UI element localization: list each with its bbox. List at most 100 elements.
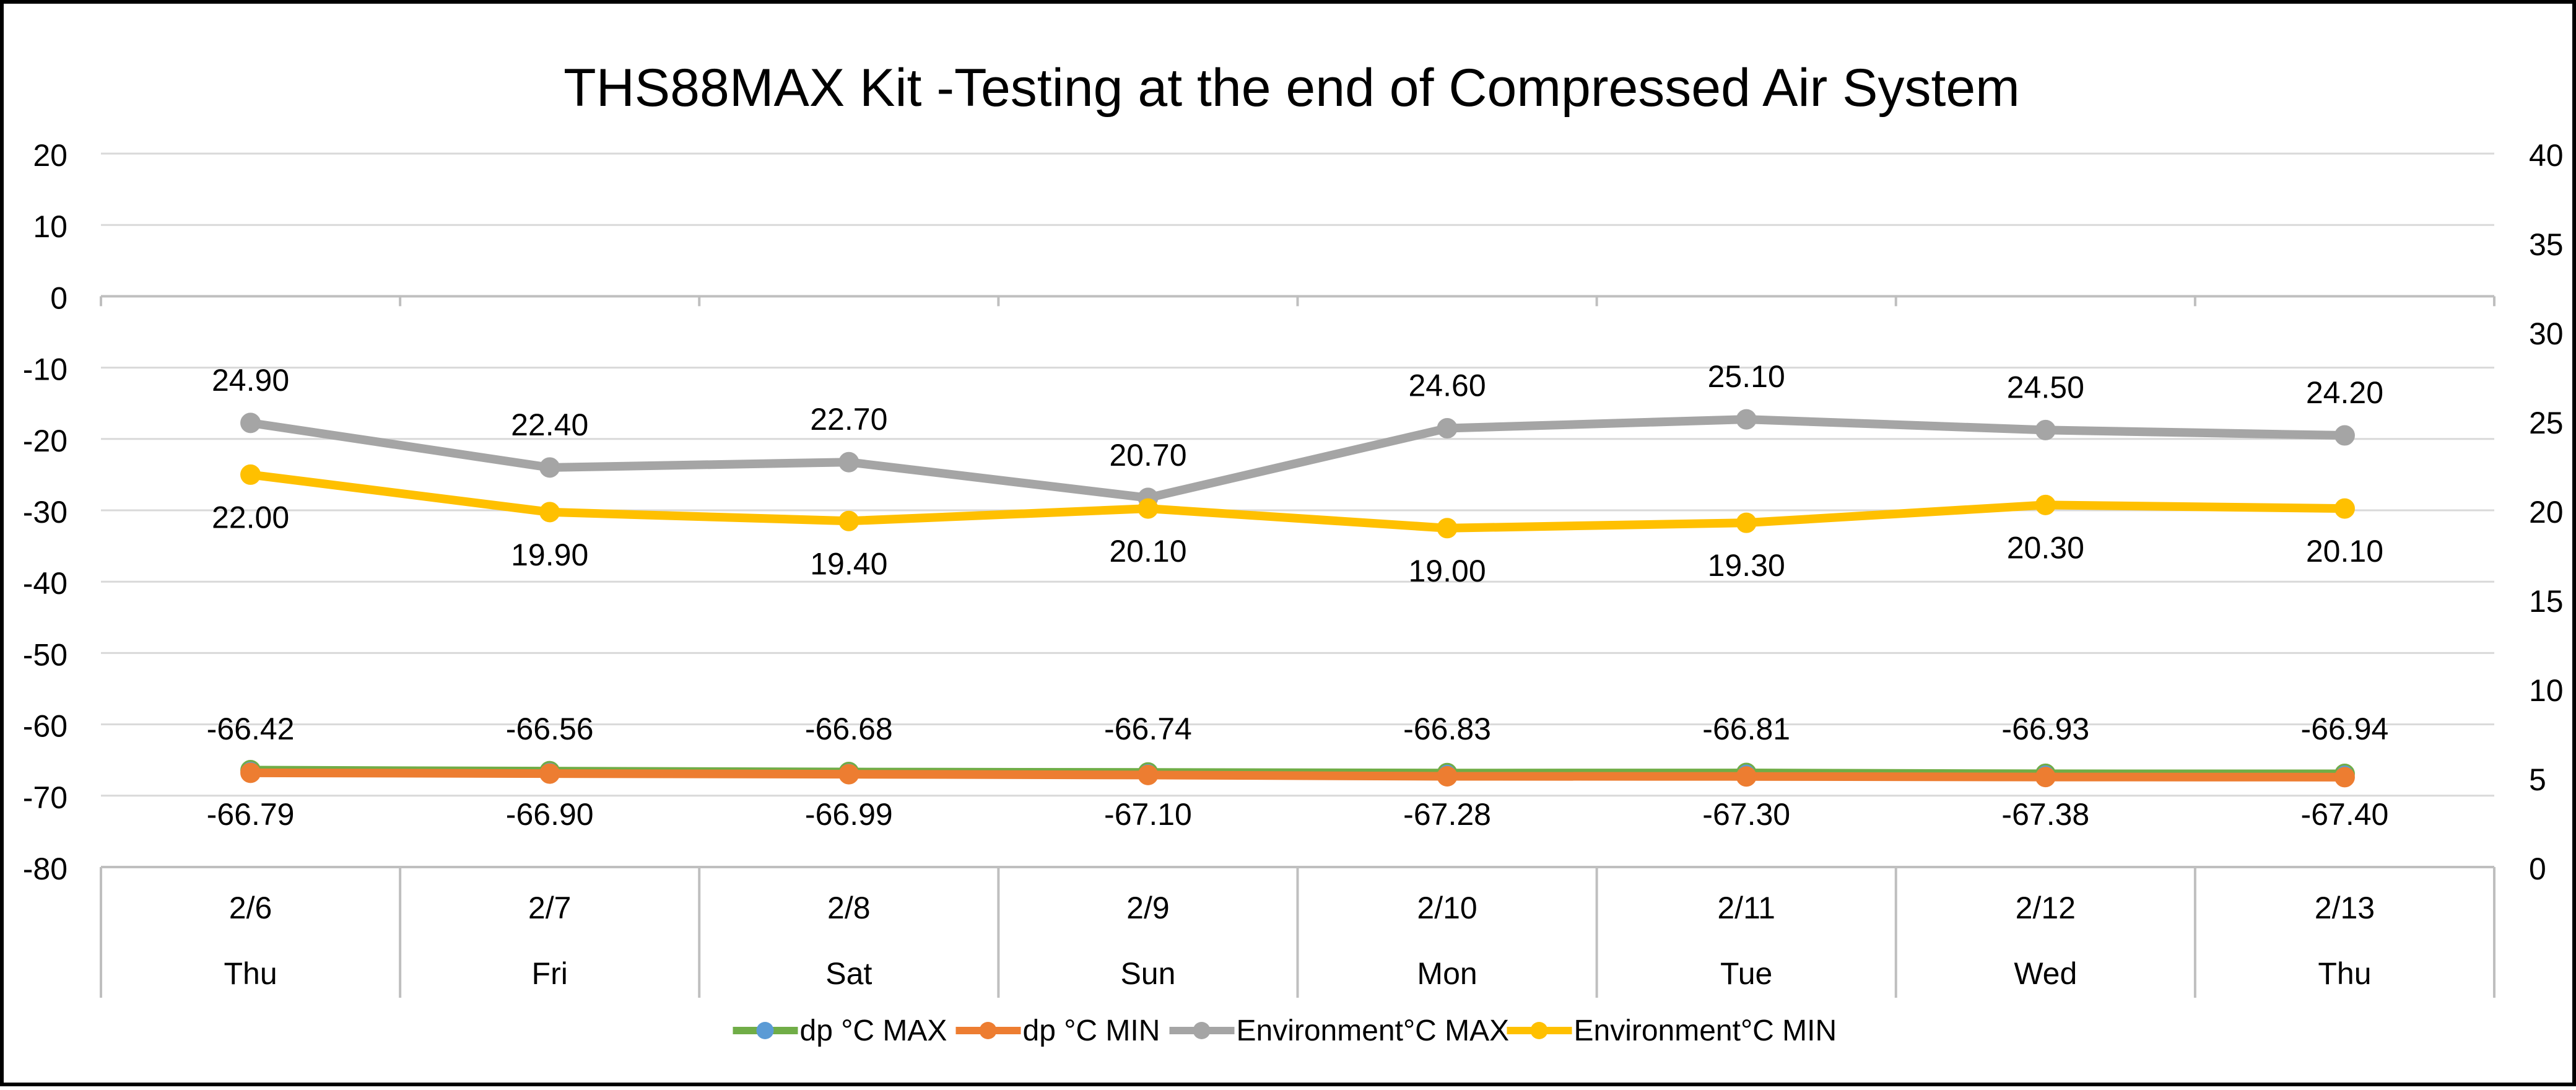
data-point [1437,418,1458,439]
legend-label: Environment°C MIN [1574,1014,1837,1047]
data-label: -67.30 [1702,797,1790,832]
y-right-tick-label: 20 [2529,495,2564,530]
data-point [838,451,859,473]
x-tick-label-date: 2/11 [1717,891,1775,925]
data-label: -67.10 [1104,797,1192,832]
data-label: 24.50 [2007,370,2084,404]
data-point [240,412,261,434]
x-tick-label-day: Sun [1120,956,1175,991]
data-label-layer: -66.42 -66.56 -66.68 -66.74 -66.83 -66.81 -66.… [207,359,2389,832]
y-right-tick-label: 10 [2529,673,2564,708]
x-tick-label-date: 2/12 [2016,891,2076,925]
series-line [246,768,2349,782]
data-point [838,764,859,785]
legend-marker [1193,1022,1211,1039]
y-left-tick-label: -20 [23,424,67,458]
data-point [1736,409,1757,430]
x-tick-label-day: Sat [825,956,872,991]
data-label: -67.28 [1403,797,1491,832]
data-point [1736,512,1757,533]
y-right-tick-label: 25 [2529,406,2564,440]
data-label: -67.38 [2001,797,2089,832]
x-tick-label-day: Tue [1720,956,1772,991]
data-point [1437,765,1458,787]
y-right-tick-label: 5 [2529,762,2546,797]
data-point [539,457,560,478]
y-left-tick-label: -70 [23,780,67,815]
x-tick-label-date: 2/10 [1417,891,1477,925]
x-tick-label-date: 2/9 [1126,891,1170,925]
data-point [2035,419,2056,440]
y-right-tick-label: 35 [2529,227,2564,262]
data-point [2035,767,2056,788]
data-point [539,502,560,523]
legend-marker [1530,1022,1548,1039]
series-line [246,470,2349,533]
data-label: -66.81 [1702,712,1790,746]
grid-layer [101,152,2494,797]
x-tick-label-date: 2/8 [827,891,871,925]
legend-label: dp °C MIN [1023,1014,1160,1047]
data-label: -66.42 [207,712,295,746]
data-label: -66.74 [1104,712,1192,746]
y-right-tick-label: 30 [2529,316,2564,351]
series-line [246,415,2349,502]
y-left-tick-label: -40 [23,566,67,601]
legend-marker [979,1022,997,1039]
legend-label: dp °C MAX [800,1014,947,1047]
data-label: 24.20 [2306,375,2383,410]
data-point [838,510,859,531]
x-tick-label-day: Wed [2014,956,2077,991]
data-point [2334,498,2355,519]
x-tick-label-day: Fri [532,956,568,991]
data-label: 19.40 [810,546,887,581]
x-tick-label-date: 2/7 [528,891,572,925]
data-label: 19.30 [1708,548,1785,583]
y-left-tick-label: 0 [50,281,67,315]
data-point [2334,425,2355,446]
data-label: -67.40 [2301,797,2389,832]
data-point [2035,494,2056,515]
y-left-tick-label: -10 [23,352,67,387]
data-label: -66.90 [506,797,594,832]
data-label: 19.00 [1409,554,1486,588]
data-label: 20.30 [2007,530,2084,565]
chart-title: THS88MAX Kit -Testing at the end of Comp… [564,58,2020,118]
legend-item: dp °C MAX [733,1014,947,1047]
data-point [240,464,261,485]
data-label: -66.83 [1403,712,1491,746]
data-point [2334,767,2355,788]
data-label: 20.10 [1109,534,1186,569]
data-label: -66.93 [2001,712,2089,746]
data-point [1138,498,1159,519]
y-right-tick-label: 0 [2529,852,2546,886]
x-tick-label-date: 2/6 [229,891,272,925]
y-left-tick-label: -50 [23,637,67,672]
y-left-tick-label: 20 [33,138,67,173]
legend-item: dp °C MIN [955,1014,1160,1047]
data-label: -66.68 [805,712,893,746]
legend-item: Environment°C MAX [1169,1014,1510,1047]
data-point [1437,518,1458,539]
data-label: 24.60 [1409,368,1486,403]
y-right-tick-label: 40 [2529,138,2564,173]
x-tick-label-day: Thu [224,956,277,991]
y-left-tick-label: 10 [33,209,67,244]
x-tick-label-day: Mon [1417,956,1477,991]
line-chart: THS88MAX Kit -Testing at the end of Comp… [23,58,2564,1047]
data-point [1138,764,1159,785]
legend-item: Environment°C MIN [1507,1014,1837,1047]
legend-marker [756,1022,774,1039]
data-point [1736,766,1757,787]
series-layer [240,409,2355,788]
axis-layer: 20 10 0 -10 -20 -30 -40 -50 -60 -70 -80 40 35 30 25 20 1… [23,138,2564,998]
data-point [539,763,560,784]
legend-label: Environment°C MAX [1237,1014,1510,1047]
data-label: 20.70 [1109,438,1186,473]
y-left-tick-label: -60 [23,709,67,744]
data-label: 24.90 [212,363,289,398]
data-label: -66.56 [506,712,594,746]
x-tick-label-day: Thu [2318,956,2371,991]
x-tick-label-date: 2/13 [2315,891,2375,925]
